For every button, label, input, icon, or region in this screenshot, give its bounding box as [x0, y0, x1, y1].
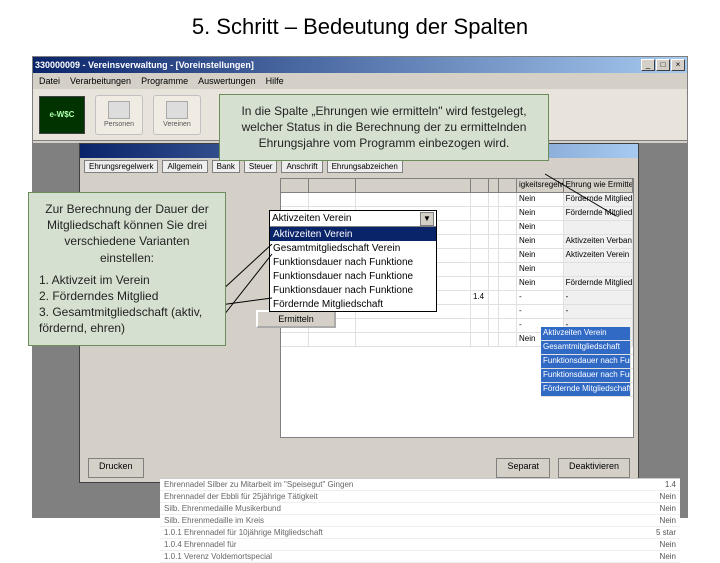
list-row[interactable]: Ehrennadel Silber zu Mitarbeit im "Speis… [160, 479, 680, 491]
callout-left-item: 3. Gesamtmitgliedschaft (aktiv, fördernd… [39, 304, 215, 336]
maximize-button[interactable]: □ [656, 59, 670, 71]
dropdown-selected[interactable]: Aktivzeiten Verein ▼ [270, 211, 436, 227]
dropdown-item[interactable]: Aktivzeiten Verein [270, 227, 436, 241]
column-header-ehrung[interactable]: Ehrung wie Ermitteln [564, 179, 633, 192]
tab[interactable]: Steuer [244, 160, 278, 173]
callout-left-item: 2. Förderndes Mitglied [39, 288, 215, 304]
list-row[interactable]: 1.0.1 Verenz VoldemortspecialNein [160, 551, 680, 563]
window-controls: _ □ × [641, 59, 685, 71]
lower-grid[interactable]: Ehrennadel Silber zu Mitarbeit im "Speis… [160, 478, 680, 563]
toolbar-button-vereinen[interactable]: Vereinen [153, 95, 201, 135]
people-icon [108, 101, 130, 119]
callout-left: Zur Berechnung der Dauer der Mitgliedsch… [28, 192, 226, 346]
dropdown-item[interactable]: Funktionsdauer nach Funktione [270, 283, 436, 297]
menubar: Datei Verarbeitungen Programme Auswertun… [33, 73, 687, 89]
dropdown-item[interactable]: Funktionsdauer nach Funktione [270, 269, 436, 283]
dropdown-list[interactable]: Aktivzeiten VereinGesamtmitgliedschaft V… [270, 227, 436, 311]
tab[interactable]: Ehrungsregelwerk [84, 160, 158, 173]
toolbar-button-personen[interactable]: Personen [95, 95, 143, 135]
titlebar: 330000009 - Vereinsverwaltung - [Voreins… [33, 57, 687, 73]
tab[interactable]: Ehrungsabzeichen [327, 160, 403, 173]
list-row[interactable]: 1.0.4 Ehrennadel fürNein [160, 539, 680, 551]
dropdown-ehrung[interactable]: Aktivzeiten Verein ▼ Aktivzeiten VereinG… [269, 210, 437, 312]
list-row[interactable]: Silb. Ehrenmedaille im KreisNein [160, 515, 680, 527]
tab[interactable]: Allgemein [162, 160, 207, 173]
close-button[interactable]: × [671, 59, 685, 71]
grid-header-row: igkeitsregelwerk Ehrung wie Ermitteln [281, 179, 633, 193]
deactivate-button[interactable]: Deaktivieren [558, 458, 630, 478]
menu-item[interactable]: Programme [141, 76, 188, 86]
menu-item[interactable]: Auswertungen [198, 76, 256, 86]
menu-item[interactable]: Verarbeitungen [70, 76, 131, 86]
menu-item[interactable]: Hilfe [266, 76, 284, 86]
column-header[interactable]: igkeitsregelwerk [517, 179, 564, 192]
dropdown-item[interactable]: Funktionsdauer nach Funktione [270, 255, 436, 269]
slide-title: 5. Schritt – Bedeutung der Spalten [0, 0, 720, 50]
dropdown-item[interactable]: Gesamtmitgliedschaft Verein [270, 241, 436, 255]
list-row[interactable]: Ehrennadel der Ebbli für 25jährige Tätig… [160, 491, 680, 503]
footer-buttons: Drucken Separat Deaktivieren [88, 458, 630, 478]
list-row[interactable]: 1.0.1 Ehrennadel für 10jährige Mitglieds… [160, 527, 680, 539]
menu-item[interactable]: Datei [39, 76, 60, 86]
tab[interactable]: Anschrift [281, 160, 322, 173]
tab[interactable]: Bank [212, 160, 240, 173]
grid-row[interactable]: NeinFördernde Mitgliedschaft [281, 193, 633, 207]
app-logo: e-W$C [39, 96, 85, 134]
print-button[interactable]: Drucken [88, 458, 144, 478]
callout-left-item: 1. Aktivzeit im Verein [39, 272, 215, 288]
dropdown-item[interactable]: Fördernde Mitgliedschaft [270, 297, 436, 311]
club-icon [166, 101, 188, 119]
callout-left-intro: Zur Berechnung der Dauer der Mitgliedsch… [39, 201, 215, 266]
titlebar-text: 330000009 - Vereinsverwaltung - [Voreins… [35, 60, 254, 70]
highlighted-cells: Aktivzeiten VereinGesamtmitgliedschaftFu… [541, 327, 633, 397]
callout-top: In die Spalte „Ehrungen wie ermitteln" w… [219, 94, 549, 161]
chevron-down-icon[interactable]: ▼ [420, 212, 434, 226]
list-row[interactable]: Silb. Ehrenmedaille MusikerbundNein [160, 503, 680, 515]
dropdown-selected-text: Aktivzeiten Verein [272, 213, 352, 224]
separat-button[interactable]: Separat [496, 458, 550, 478]
minimize-button[interactable]: _ [641, 59, 655, 71]
ermitteln-button[interactable]: Ermitteln [256, 310, 336, 328]
